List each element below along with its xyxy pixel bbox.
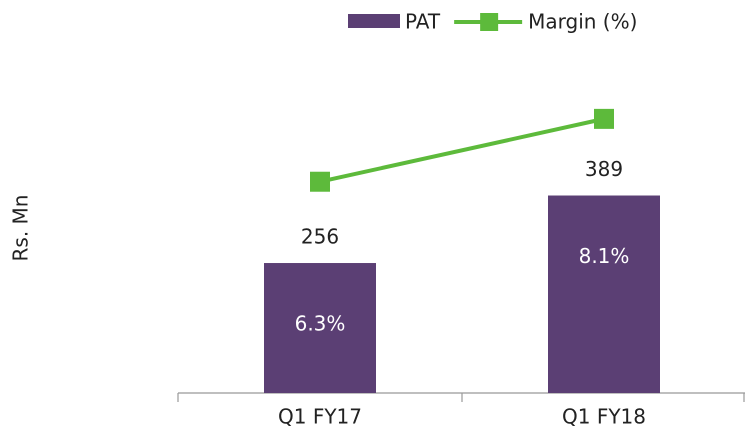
legend-label: PAT bbox=[405, 10, 441, 34]
margin-label: 8.1% bbox=[579, 244, 630, 268]
x-tick-label: Q1 FY18 bbox=[562, 405, 646, 429]
data-label: 256 bbox=[301, 225, 339, 249]
line-marker bbox=[594, 108, 614, 129]
y-axis-title: Rs. Mn bbox=[9, 195, 33, 262]
legend-label: Margin (%) bbox=[528, 10, 637, 34]
legend-swatch bbox=[480, 13, 499, 31]
margin-label: 6.3% bbox=[295, 312, 346, 336]
bar bbox=[264, 263, 376, 393]
x-tick-label: Q1 FY17 bbox=[278, 405, 362, 429]
line bbox=[319, 116, 605, 184]
legend-swatch bbox=[348, 14, 400, 28]
bar bbox=[548, 195, 660, 393]
line-marker bbox=[310, 171, 330, 192]
data-label: 389 bbox=[585, 157, 623, 181]
